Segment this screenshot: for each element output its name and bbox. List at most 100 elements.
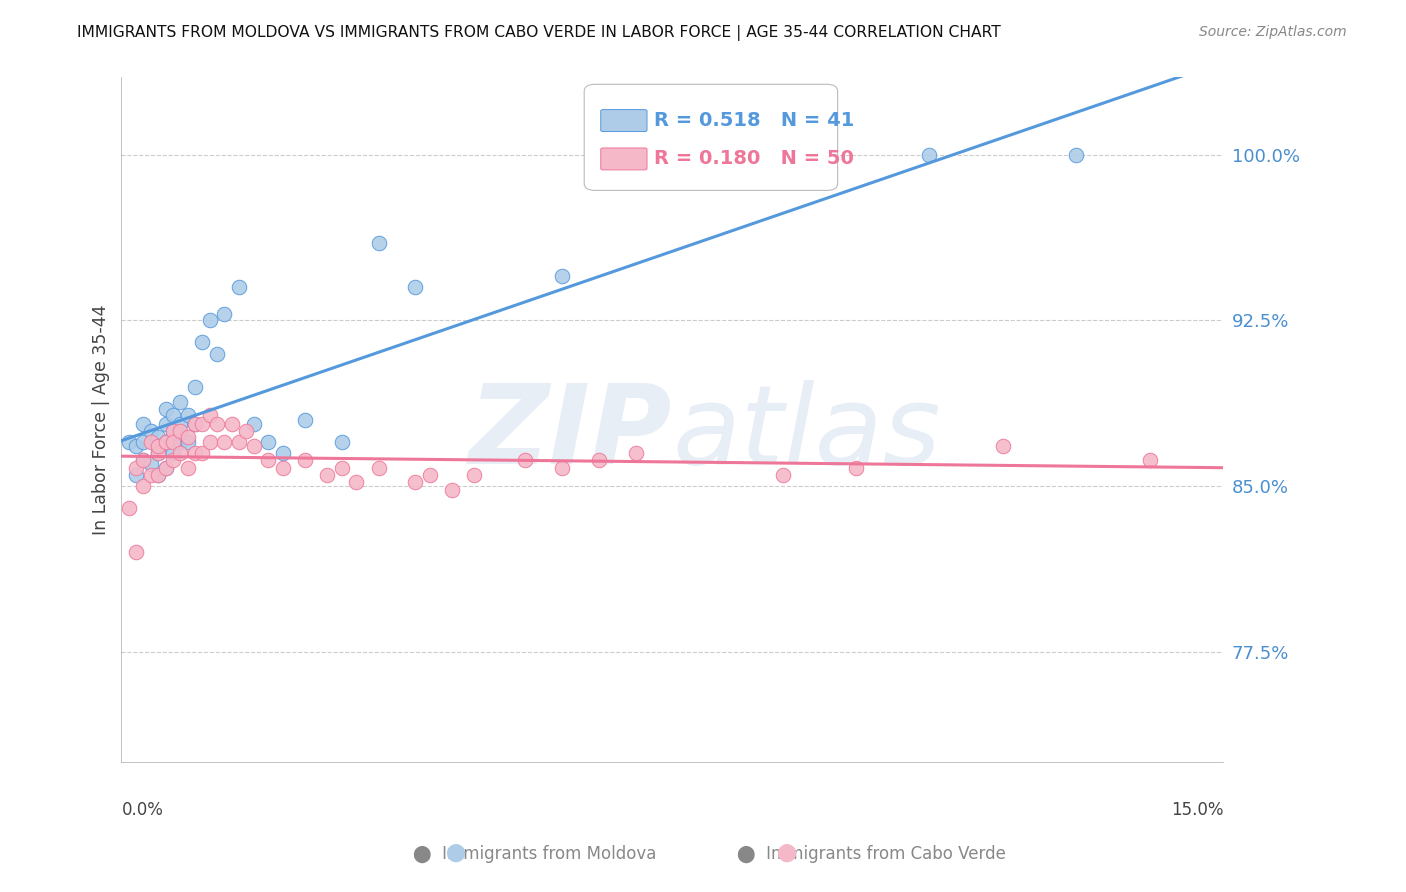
- Text: ⬤  Immigrants from Cabo Verde: ⬤ Immigrants from Cabo Verde: [737, 846, 1007, 863]
- Point: [169, 446, 191, 460]
- Point: [139, 468, 162, 483]
- Point: [419, 468, 441, 483]
- Point: [1066, 147, 1088, 161]
- Y-axis label: In Labor Force | Age 35-44: In Labor Force | Age 35-44: [93, 304, 110, 535]
- Point: [221, 417, 243, 432]
- Text: ZIP: ZIP: [468, 380, 672, 487]
- Point: [155, 461, 177, 475]
- Point: [991, 439, 1014, 453]
- Point: [367, 461, 389, 475]
- Point: [242, 417, 264, 432]
- Point: [139, 434, 162, 449]
- Point: [169, 395, 191, 409]
- Point: [191, 417, 214, 432]
- Point: [271, 446, 294, 460]
- Point: [205, 417, 228, 432]
- Point: [155, 461, 177, 475]
- Point: [463, 468, 485, 483]
- Point: [155, 417, 177, 432]
- Point: [294, 413, 316, 427]
- Point: [191, 446, 214, 460]
- Point: [162, 424, 184, 438]
- Point: [146, 446, 169, 460]
- Point: [176, 430, 198, 444]
- Point: [125, 545, 148, 559]
- Point: [918, 147, 941, 161]
- Point: [551, 269, 574, 284]
- Point: [162, 452, 184, 467]
- Point: [132, 434, 155, 449]
- Point: [184, 446, 207, 460]
- Text: ⬤: ⬤: [776, 843, 796, 862]
- Point: [169, 417, 191, 432]
- Text: atlas: atlas: [672, 380, 941, 487]
- Point: [155, 434, 177, 449]
- Point: [169, 424, 191, 438]
- Text: R = 0.180   N = 50: R = 0.180 N = 50: [654, 150, 853, 169]
- Point: [551, 461, 574, 475]
- Point: [404, 475, 426, 489]
- Point: [228, 280, 250, 294]
- FancyBboxPatch shape: [585, 84, 838, 190]
- Point: [228, 434, 250, 449]
- Point: [146, 439, 169, 453]
- Point: [1139, 452, 1161, 467]
- Point: [330, 461, 353, 475]
- Text: R = 0.518   N = 41: R = 0.518 N = 41: [654, 112, 853, 130]
- Point: [242, 439, 264, 453]
- Text: Source: ZipAtlas.com: Source: ZipAtlas.com: [1199, 25, 1347, 39]
- Point: [125, 468, 148, 483]
- Point: [146, 468, 169, 483]
- Point: [845, 461, 868, 475]
- Point: [346, 475, 368, 489]
- Point: [330, 434, 353, 449]
- Point: [146, 430, 169, 444]
- Point: [146, 446, 169, 460]
- Point: [132, 417, 155, 432]
- Point: [184, 379, 207, 393]
- Point: [214, 307, 236, 321]
- Point: [198, 409, 221, 423]
- Point: [176, 409, 198, 423]
- Point: [184, 417, 207, 432]
- Point: [184, 417, 207, 432]
- Point: [132, 452, 155, 467]
- Point: [214, 434, 236, 449]
- Point: [155, 434, 177, 449]
- Point: [176, 461, 198, 475]
- Point: [118, 501, 141, 516]
- Point: [155, 401, 177, 416]
- Point: [132, 479, 155, 493]
- Point: [169, 434, 191, 449]
- Point: [404, 280, 426, 294]
- Point: [118, 434, 141, 449]
- Point: [132, 452, 155, 467]
- Point: [316, 468, 339, 483]
- Point: [271, 461, 294, 475]
- Point: [198, 313, 221, 327]
- Point: [125, 461, 148, 475]
- Point: [139, 424, 162, 438]
- Point: [624, 446, 647, 460]
- Point: [367, 236, 389, 251]
- Point: [146, 468, 169, 483]
- Point: [257, 434, 280, 449]
- Point: [139, 457, 162, 471]
- Point: [235, 424, 257, 438]
- Text: ⬤  Immigrants from Moldova: ⬤ Immigrants from Moldova: [412, 846, 657, 863]
- Text: 0.0%: 0.0%: [121, 801, 163, 819]
- FancyBboxPatch shape: [600, 110, 647, 131]
- Text: ⬤: ⬤: [446, 843, 465, 862]
- Point: [162, 424, 184, 438]
- Point: [205, 346, 228, 360]
- Text: 15.0%: 15.0%: [1171, 801, 1223, 819]
- Point: [515, 452, 537, 467]
- Point: [257, 452, 280, 467]
- Point: [191, 335, 214, 350]
- Point: [588, 452, 610, 467]
- Text: IMMIGRANTS FROM MOLDOVA VS IMMIGRANTS FROM CABO VERDE IN LABOR FORCE | AGE 35-44: IMMIGRANTS FROM MOLDOVA VS IMMIGRANTS FR…: [77, 25, 1001, 41]
- Point: [162, 446, 184, 460]
- Point: [294, 452, 316, 467]
- Point: [772, 468, 794, 483]
- Point: [198, 434, 221, 449]
